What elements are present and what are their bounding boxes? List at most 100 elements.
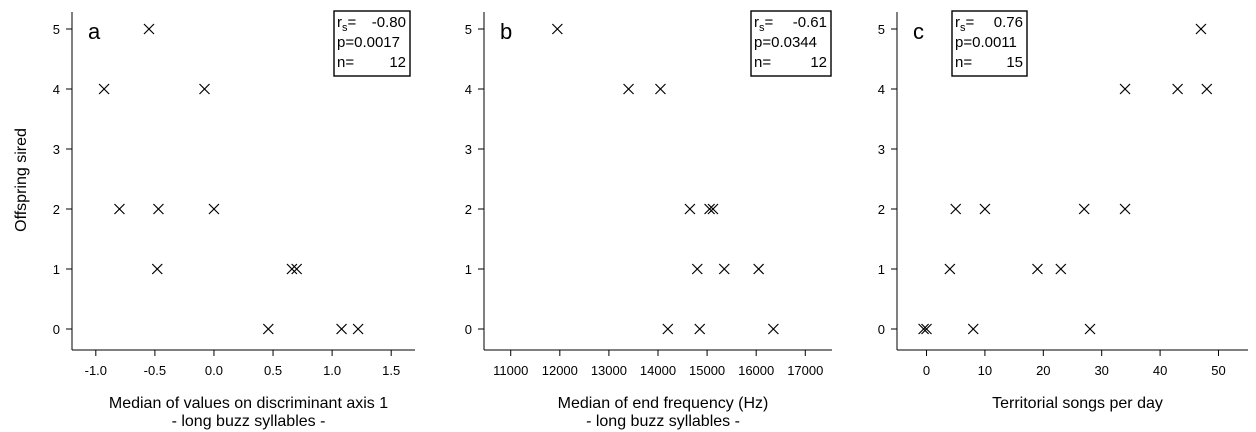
y-tick-label: 0 — [53, 322, 60, 337]
y-tick-label: 2 — [878, 202, 885, 217]
x-tick-label: 10 — [978, 363, 992, 378]
data-point — [1119, 203, 1131, 215]
data-point — [950, 203, 962, 215]
stats-n-value: 15 — [1006, 54, 1023, 71]
x-tick-label: 1.0 — [323, 363, 341, 378]
x-tick-label: 0.5 — [264, 363, 282, 378]
stats-r-value: 0.76 — [994, 14, 1023, 31]
y-tick-label: 2 — [465, 202, 472, 217]
x-tick-label: 50 — [1211, 363, 1225, 378]
y-tick-label: 1 — [878, 262, 885, 277]
x-tick-label: -0.5 — [144, 363, 166, 378]
data-point — [262, 323, 274, 335]
data-point — [199, 83, 210, 95]
y-tick-label: 4 — [878, 82, 885, 97]
stats-box-border — [750, 10, 832, 77]
y-tick-label: 3 — [53, 142, 60, 157]
x-tick-label: 14000 — [640, 363, 676, 378]
x-axis-label: Median of end frequency (Hz) — [558, 395, 769, 412]
y-tick-label: 1 — [53, 262, 60, 277]
data-point — [662, 323, 674, 335]
y-tick-label: 0 — [878, 322, 885, 337]
stats-r: rs= — [955, 14, 975, 34]
x-tick-label: 1.5 — [382, 363, 400, 378]
y-tick-label: 4 — [465, 82, 472, 97]
data-point — [551, 23, 563, 35]
stats-box: rs= -0.80 p=0.0017 n= 12 — [333, 10, 411, 77]
y-tick-label: 5 — [53, 22, 60, 37]
y-tick-label: 0 — [465, 322, 472, 337]
stats-p: p=0.0344 — [754, 34, 817, 51]
stats-n-label: n= — [754, 54, 771, 71]
data-point — [718, 263, 730, 275]
stats-r-value: -0.61 — [793, 14, 827, 31]
stats-box: rs= 0.76 p=0.0011 n= 15 — [951, 10, 1028, 77]
data-point — [114, 203, 125, 215]
x-tick-label: 20 — [1036, 363, 1050, 378]
data-point — [286, 263, 298, 275]
panel-letter: a — [88, 19, 101, 44]
data-point — [767, 323, 779, 335]
data-point — [98, 83, 110, 95]
y-tick-label: 1 — [465, 262, 472, 277]
data-point — [151, 263, 163, 275]
panel-letter: b — [500, 19, 512, 44]
data-point — [704, 203, 715, 215]
data-point — [691, 263, 703, 275]
x-tick-label: 30 — [1094, 363, 1108, 378]
y-tick-label: 2 — [53, 202, 60, 217]
x-axis-sublabel: - long buzz syllables - — [172, 413, 326, 430]
x-tick-label: 0.0 — [205, 363, 223, 378]
stats-r-value: -0.80 — [372, 14, 406, 31]
x-axis-label: Territorial songs per day — [992, 395, 1163, 412]
data-point — [1201, 83, 1213, 95]
data-point — [1084, 323, 1096, 335]
x-tick-label: 17000 — [787, 363, 823, 378]
stats-box: rs= -0.61 p=0.0344 n= 12 — [750, 10, 832, 77]
stats-p: p=0.0017 — [337, 34, 400, 51]
x-tick-label: 12000 — [542, 363, 578, 378]
y-tick-label: 4 — [53, 82, 60, 97]
data-point — [623, 83, 634, 95]
x-tick-label: 11000 — [493, 363, 528, 378]
stats-n-value: 12 — [810, 54, 827, 71]
data-point — [979, 203, 991, 215]
data-point — [1172, 83, 1184, 95]
data-point — [918, 323, 930, 335]
stats-p: p=0.0011 — [955, 34, 1017, 51]
data-point — [143, 23, 155, 35]
data-point — [1055, 263, 1067, 275]
y-tick-label: 3 — [878, 142, 885, 157]
x-axis-label: Median of values on discriminant axis 1 — [109, 395, 388, 412]
data-point — [291, 263, 303, 275]
y-tick-label: 3 — [465, 142, 472, 157]
stats-box-border — [951, 10, 1028, 77]
y-axis-label: Offspring sired — [13, 128, 30, 232]
panel-letter: c — [913, 19, 924, 44]
x-tick-label: 13000 — [591, 363, 627, 378]
x-tick-label: 0 — [923, 363, 930, 378]
y-tick-label: 5 — [878, 22, 885, 37]
x-tick-label: -1.0 — [85, 363, 107, 378]
data-point — [655, 83, 666, 95]
stats-n-label: n= — [337, 54, 354, 71]
data-point — [967, 323, 979, 335]
stats-n-value: 12 — [389, 54, 406, 71]
data-point — [1032, 263, 1043, 275]
data-point — [944, 263, 956, 275]
data-point — [921, 323, 932, 335]
stats-r: rs= — [337, 14, 357, 34]
stats-r: rs= — [754, 14, 774, 34]
x-axis-sublabel: - long buzz syllables - — [586, 413, 740, 430]
data-point — [684, 203, 696, 215]
data-point — [1195, 23, 1207, 35]
stats-n-label: n= — [955, 54, 972, 71]
x-tick-label: 40 — [1153, 363, 1167, 378]
data-point — [694, 323, 706, 335]
data-point — [1078, 203, 1090, 215]
data-point — [208, 203, 220, 215]
x-tick-label: 15000 — [689, 363, 725, 378]
